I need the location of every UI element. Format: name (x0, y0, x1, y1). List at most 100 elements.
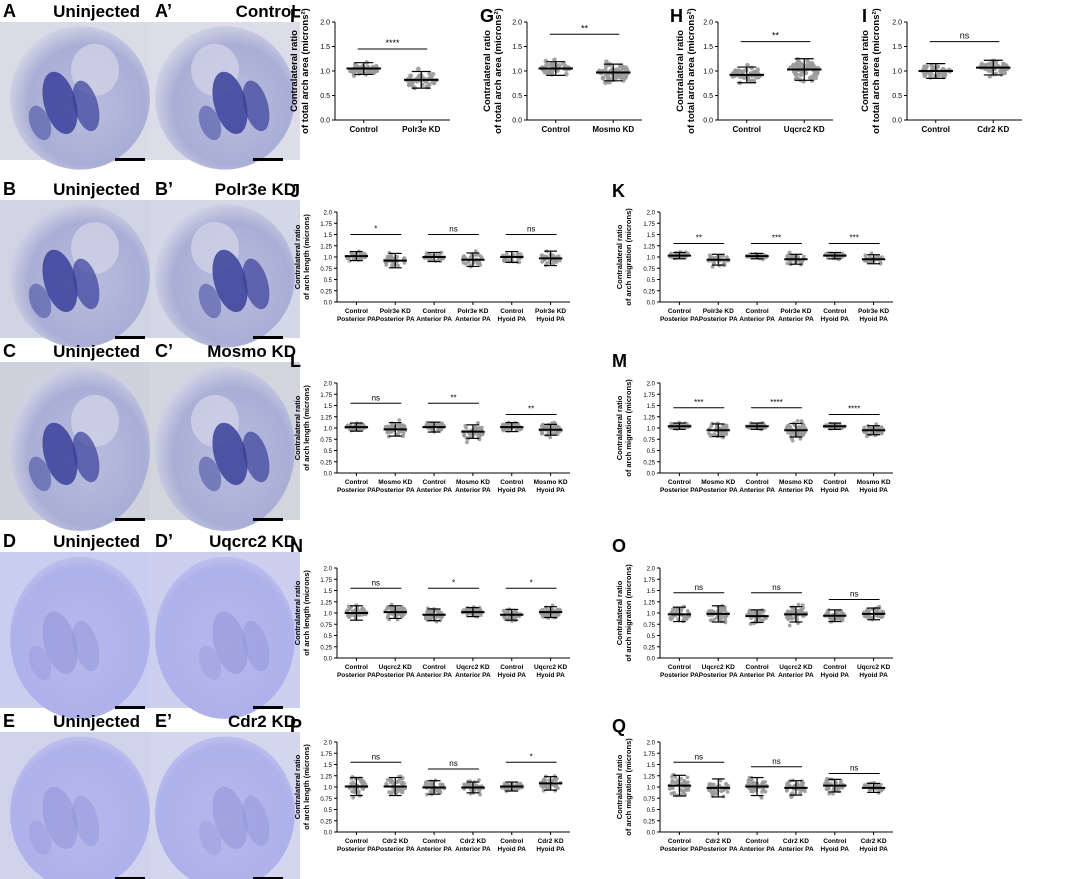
x-tick-label: Control Posterior PA (660, 479, 699, 494)
data-point (986, 68, 992, 74)
data-point (864, 615, 869, 619)
pharyngeal-arch-stain (72, 620, 100, 672)
data-point (350, 68, 355, 74)
data-point (385, 254, 390, 259)
data-point (500, 427, 505, 432)
data-point (461, 260, 466, 265)
y-tick-label: 0.25 (643, 460, 655, 466)
x-tick-label: Control Posterior PA (337, 664, 376, 679)
data-point (551, 261, 556, 266)
y-axis-label: Contralateral ratioof arch migration (mi… (615, 208, 633, 306)
y-axis-label: Contralateral ratioof arch length (micro… (293, 214, 311, 300)
pharyngeal-arch-stain (212, 71, 248, 135)
y-tick-label: 1.5 (324, 233, 333, 239)
significance-label: ns (372, 393, 380, 402)
data-point (473, 249, 478, 254)
y-tick-label: 1.0 (320, 69, 330, 76)
panel-title: Mosmo KD (207, 342, 296, 361)
data-point (719, 789, 724, 794)
y-tick-label: 1.25 (320, 415, 332, 421)
significance-label: ** (581, 23, 589, 33)
data-point (787, 623, 792, 628)
data-point (603, 67, 608, 73)
data-point (799, 64, 805, 69)
data-point (788, 255, 793, 260)
y-tick-label: 0.0 (324, 831, 333, 837)
y-tick-label: 0.75 (320, 623, 332, 629)
significance-label: **** (385, 38, 400, 48)
y-tick-label: 1.5 (320, 44, 330, 51)
y-tick-label: 1.0 (647, 786, 656, 792)
panel-letter: A’ (155, 1, 172, 21)
y-axis-label: Contralateral ratioof total arch area (m… (482, 8, 504, 134)
y-tick-label: 1.5 (647, 589, 656, 595)
data-point (826, 611, 831, 616)
data-point (552, 57, 557, 63)
data-point (439, 250, 444, 255)
significance-label: *** (694, 398, 703, 407)
data-point (387, 790, 392, 794)
x-tick-label: Control Anterior PA (739, 664, 775, 679)
x-tick-label: Control Posterior PA (660, 308, 699, 323)
data-point (786, 253, 791, 257)
y-tick-label: 2.0 (324, 741, 333, 747)
data-point (425, 606, 430, 611)
x-tick-label: Polr3e KD Posterior PA (699, 308, 738, 323)
data-point (440, 421, 445, 426)
panel-letter: D’ (155, 531, 173, 551)
data-point (986, 61, 992, 67)
embryo-image-grid: A Uninjected A’ Control B Uninjected B’ Polr3e … (0, 1, 300, 879)
x-tick-label: Control Hyoid PA (821, 838, 850, 853)
data-point (400, 434, 405, 439)
x-tick-label: Polr3e KD Posterior PA (376, 308, 415, 323)
y-axis-label: Contralateral ratioof arch migration (mi… (615, 564, 633, 662)
data-point (478, 792, 482, 797)
data-point (396, 430, 401, 435)
data-point (390, 605, 394, 610)
data-point (721, 254, 725, 259)
data-point (794, 72, 799, 77)
data-point (352, 613, 357, 618)
y-tick-label: 1.25 (643, 774, 655, 780)
x-tick-label: Mosmo KD Anterior PA (455, 479, 491, 494)
y-tick-label: 1.0 (703, 69, 713, 76)
y-tick-label: 2.0 (647, 211, 656, 217)
data-point (760, 781, 765, 786)
y-tick-label: 0.75 (643, 623, 655, 629)
data-point (879, 788, 884, 793)
significance-label: ns (850, 590, 858, 599)
data-point (686, 251, 690, 256)
data-point (408, 74, 413, 79)
data-point (424, 792, 429, 797)
y-tick-label: 1.75 (320, 752, 332, 758)
y-tick-label: 1.25 (643, 244, 655, 250)
scale-bar (115, 158, 145, 161)
data-point (400, 780, 405, 785)
panel-letter: N (290, 536, 303, 556)
panel-letter: E (3, 711, 15, 731)
panel-letter: L (290, 351, 301, 371)
data-point (539, 424, 544, 428)
data-point (466, 259, 471, 264)
data-point (801, 423, 806, 427)
data-point (868, 615, 873, 620)
data-point (545, 608, 549, 612)
x-tick-label: Cdr2 KD Posterior PA (699, 838, 738, 853)
panel-title: Polr3e KD (215, 180, 296, 199)
data-point (427, 71, 432, 77)
y-tick-label: 0.25 (320, 460, 332, 466)
y-tick-label: 0.25 (320, 645, 332, 651)
x-tick-label: Control Hyoid PA (821, 308, 850, 323)
y-tick-label: 1.5 (703, 44, 713, 51)
data-point (439, 615, 444, 620)
significance-label: * (530, 578, 533, 587)
significance-label: ns (772, 757, 780, 766)
data-point (711, 782, 716, 787)
data-point (825, 776, 830, 781)
y-tick-label: 0.75 (320, 797, 332, 803)
data-point (396, 778, 401, 783)
data-point (476, 420, 480, 425)
y-tick-label: 2.0 (320, 20, 330, 27)
embryo-panel-e: E Uninjected (0, 711, 150, 879)
scale-bar (253, 706, 283, 709)
